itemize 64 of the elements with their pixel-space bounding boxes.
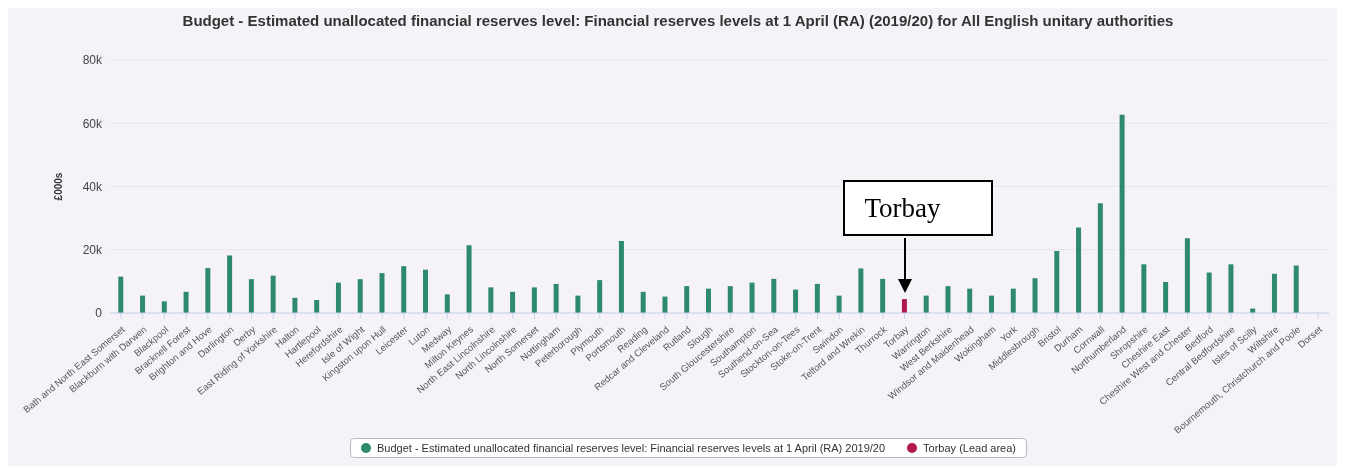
bar	[1293, 265, 1299, 313]
bar	[836, 295, 842, 313]
bar	[945, 286, 951, 313]
bar	[858, 268, 864, 313]
bar	[1206, 272, 1212, 313]
bar	[161, 301, 167, 313]
bar	[1271, 273, 1277, 313]
bar	[597, 280, 603, 313]
bar	[640, 291, 646, 313]
bar	[118, 276, 124, 313]
bar	[771, 278, 777, 313]
bar	[314, 300, 320, 313]
bar	[880, 278, 886, 313]
bar	[727, 286, 733, 313]
y-tick-label: 20k	[82, 243, 103, 258]
bar	[1184, 238, 1190, 313]
bar	[901, 299, 907, 313]
bar	[814, 283, 820, 313]
bar	[357, 279, 363, 313]
bar	[967, 288, 973, 313]
bar	[1119, 114, 1125, 313]
bar	[684, 286, 690, 313]
y-tick-label: 0	[95, 306, 103, 321]
bar	[1228, 264, 1234, 313]
legend-label: Torbay (Lead area)	[922, 442, 1017, 454]
bar	[749, 282, 755, 313]
bar	[401, 266, 407, 313]
bar	[1032, 278, 1038, 313]
bar	[1141, 264, 1147, 313]
bar	[1097, 203, 1103, 313]
bar	[510, 291, 516, 313]
bar	[1163, 282, 1169, 313]
bar	[575, 295, 581, 313]
bar	[488, 287, 494, 313]
bar	[988, 295, 994, 313]
bar	[292, 297, 298, 313]
y-axis-title: £000s	[52, 172, 64, 201]
bar	[531, 287, 537, 313]
annotation: Torbay	[842, 180, 993, 237]
y-tick-label: 40k	[82, 179, 103, 194]
bar	[140, 295, 146, 313]
chart-title: Budget - Estimated unallocated financial reserves level: Financial reserves levels at 1 April (RA) (2019/20) for All English unitary authorities	[181, 12, 1175, 29]
bar	[923, 295, 929, 313]
bar	[379, 273, 385, 313]
bar	[205, 268, 211, 313]
bar	[444, 294, 450, 313]
bar	[793, 289, 799, 313]
bar	[183, 291, 189, 313]
bar	[423, 269, 429, 313]
bar	[466, 245, 472, 313]
bar	[227, 255, 233, 313]
legend-label: Budget - Estimated unallocated financial reserves level: Financial reserves levels at 1 April (RA) 2019/20	[375, 442, 886, 454]
bar	[1054, 251, 1060, 313]
bar	[553, 283, 559, 313]
bar	[1010, 288, 1016, 313]
bar	[270, 275, 276, 313]
bar	[248, 279, 254, 313]
bar	[706, 288, 711, 313]
bar	[1076, 227, 1082, 313]
y-tick-label: 60k	[82, 116, 103, 131]
bar	[662, 296, 668, 313]
bar	[618, 240, 624, 313]
bar	[335, 282, 341, 313]
y-tick-label: 80k	[82, 53, 103, 68]
